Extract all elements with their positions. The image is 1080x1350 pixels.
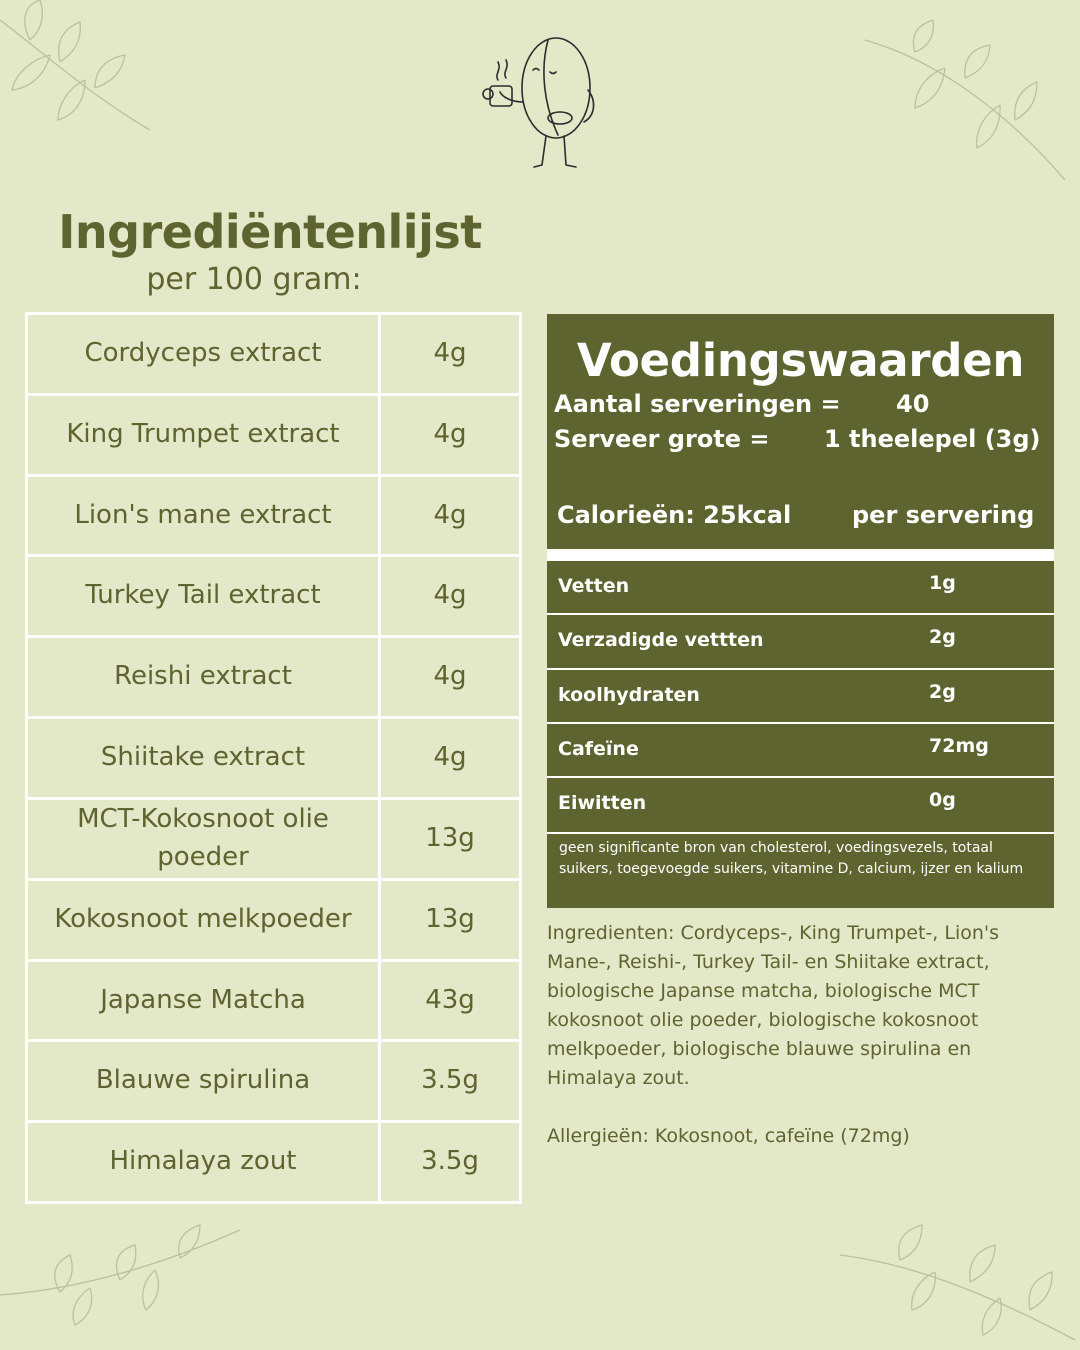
- servings-value: 40: [896, 390, 930, 418]
- nutrition-footnote: geen significante bron van cholesterol, …: [547, 832, 1054, 908]
- table-row: Himalaya zout 3.5g: [25, 1120, 522, 1204]
- nutrient-label: Vetten: [558, 575, 630, 597]
- nutrition-row: Eiwitten 0g: [547, 776, 1054, 831]
- ingredient-amount: 43g: [378, 958, 522, 1043]
- ingredient-name: Blauwe spirulina: [25, 1039, 381, 1124]
- table-row: Japanse Matcha 43g: [25, 958, 522, 1043]
- ingredient-name: Kokosnoot melkpoeder: [25, 877, 381, 962]
- table-row: Turkey Tail extract 4g: [25, 554, 522, 639]
- nutrient-label: Verzadigde vettten: [558, 629, 764, 651]
- coffee-bean-mascot-icon: [482, 37, 595, 168]
- nutrient-value: 1g: [929, 572, 956, 594]
- nutrition-divider: [547, 549, 1054, 559]
- ingredient-name: Turkey Tail extract: [25, 554, 381, 639]
- ingredient-amount: 13g: [378, 877, 522, 962]
- table-row: Kokosnoot melkpoeder 13g: [25, 877, 522, 962]
- ingredient-name: Himalaya zout: [25, 1120, 381, 1204]
- ingredient-amount: 3.5g: [378, 1039, 522, 1124]
- nutrition-row: Cafeïne 72mg: [547, 722, 1054, 777]
- table-row: Lion's mane extract 4g: [25, 473, 522, 558]
- ingredient-amount: 4g: [378, 635, 522, 719]
- nutrient-label: Cafeïne: [558, 738, 639, 760]
- serving-size-label: Serveer grote =: [554, 425, 770, 453]
- nutrition-title: Voedingswaarden: [576, 334, 1025, 387]
- ingredient-name: Japanse Matcha: [25, 958, 381, 1043]
- nutrient-value: 2g: [929, 626, 956, 648]
- ingredient-name: Reishi extract: [25, 635, 381, 719]
- allergens-text: Allergieën: Kokosnoot, cafeïne (72mg): [547, 1125, 910, 1147]
- ingredient-name: Cordyceps extract: [25, 312, 381, 396]
- ingredient-amount: 3.5g: [378, 1120, 522, 1204]
- ingredient-amount: 4g: [378, 312, 522, 396]
- nutrient-label: koolhydraten: [558, 684, 700, 706]
- ingredients-table: Cordyceps extract 4g King Trumpet extract 4…: [25, 312, 522, 1204]
- nutrient-label: Eiwitten: [558, 792, 647, 814]
- calories-label: Calorieën: 25kcal: [557, 501, 792, 529]
- ingredient-name: Lion's mane extract: [25, 473, 381, 558]
- table-row: Reishi extract 4g: [25, 635, 522, 719]
- ingredients-subtitle: per 100 gram:: [146, 262, 362, 297]
- leaf-branch-icon: [0, 1224, 241, 1326]
- servings-label: Aantal serveringen =: [554, 390, 841, 418]
- table-row: Shiitake extract 4g: [25, 715, 522, 800]
- leaf-branch-icon: [840, 1224, 1076, 1341]
- ingredient-amount: 13g: [378, 796, 522, 881]
- nutrition-row: Vetten 1g: [547, 559, 1054, 614]
- nutrient-value: 2g: [929, 681, 956, 703]
- leaf-branch-icon: [864, 20, 1066, 181]
- nutrition-row: koolhydraten 2g: [547, 668, 1054, 723]
- table-row: Blauwe spirulina 3.5g: [25, 1039, 522, 1124]
- ingredient-amount: 4g: [378, 554, 522, 639]
- ingredient-name: MCT-Kokosnoot olie poeder: [25, 796, 381, 881]
- ingredient-amount: 4g: [378, 473, 522, 558]
- leaf-branch-icon: [0, 0, 151, 131]
- ingredient-name: Shiitake extract: [25, 715, 381, 800]
- nutrient-value: 0g: [929, 789, 956, 811]
- ingredient-name: King Trumpet extract: [25, 392, 381, 477]
- table-row: Cordyceps extract 4g: [25, 312, 522, 396]
- ingredient-amount: 4g: [378, 392, 522, 477]
- serving-size-value: 1 theelepel (3g): [824, 425, 1041, 453]
- nutrition-panel: Voedingswaarden Aantal serveringen = 40 …: [547, 314, 1054, 908]
- table-row: King Trumpet extract 4g: [25, 392, 522, 477]
- nutrition-row: Verzadigde vettten 2g: [547, 613, 1054, 668]
- ingredients-title: Ingrediëntenlijst: [58, 205, 482, 259]
- table-row: MCT-Kokosnoot olie poeder 13g: [25, 796, 522, 881]
- per-serving-label: per servering: [852, 501, 1035, 529]
- ingredients-text: Ingredienten: Cordyceps-, King Trumpet-,…: [547, 922, 1000, 1089]
- ingredient-amount: 4g: [378, 715, 522, 800]
- nutrient-value: 72mg: [929, 735, 989, 757]
